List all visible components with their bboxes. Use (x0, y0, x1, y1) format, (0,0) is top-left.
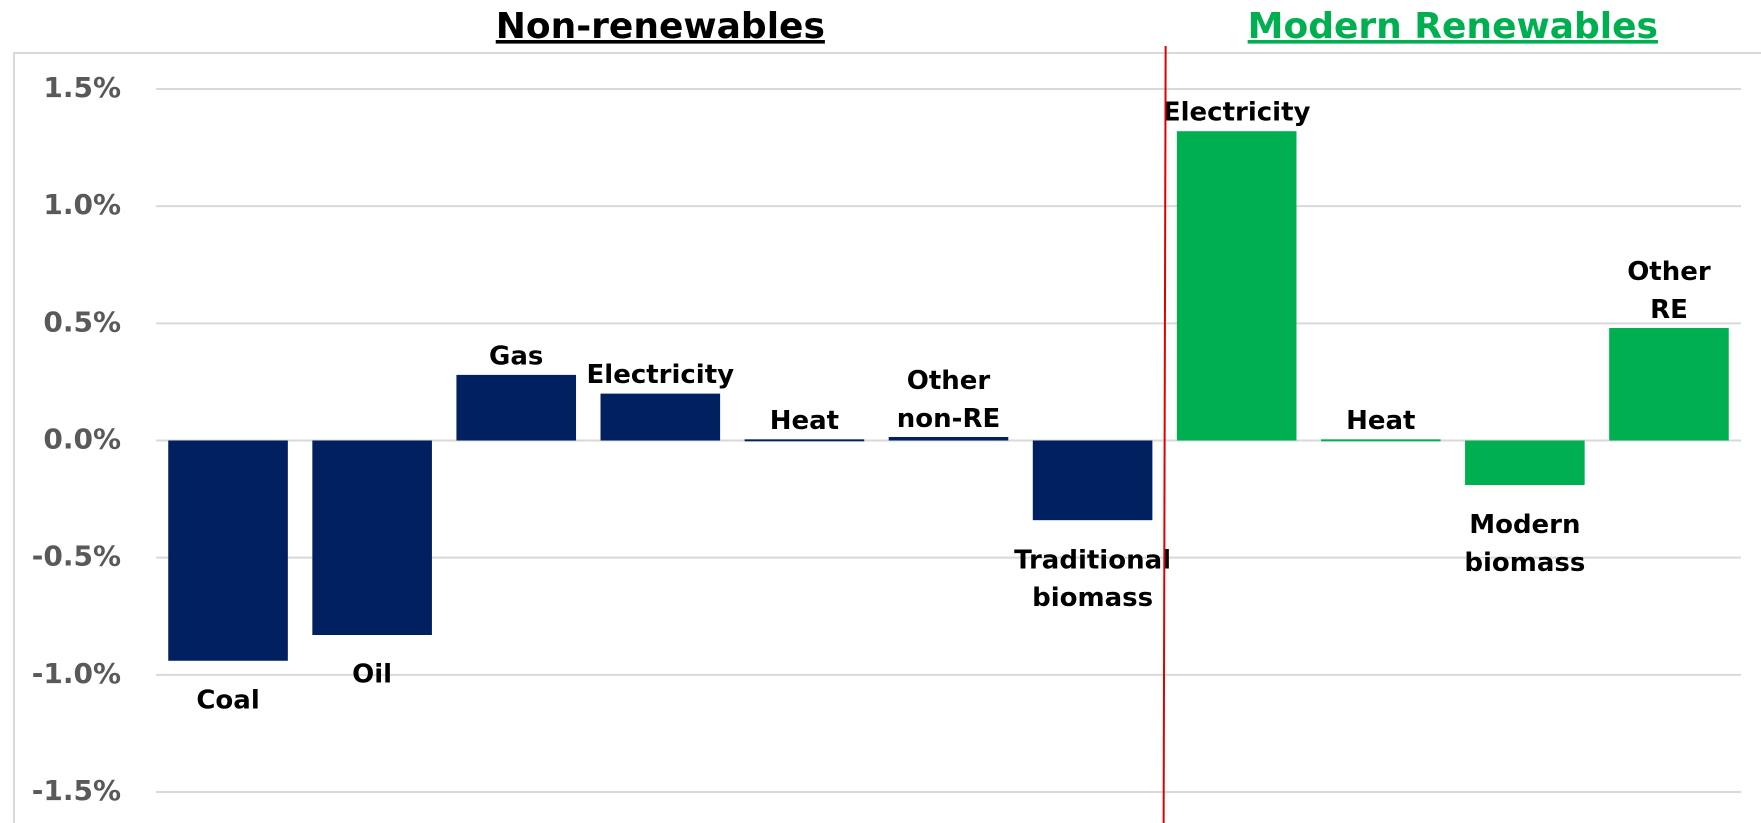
bar (744, 439, 865, 442)
category-label: Traditional biomass (1014, 545, 1171, 613)
bar (1320, 439, 1441, 442)
category-label: Coal (196, 685, 259, 715)
y-tick-label: 0.0% (43, 423, 121, 456)
y-tick-label: 1.5% (43, 71, 121, 104)
y-tick-label: -0.5% (32, 540, 121, 573)
bar (1465, 440, 1585, 486)
bar (1032, 440, 1153, 521)
category-label: Modern biomass (1464, 510, 1585, 578)
y-tick-label: -1.5% (32, 774, 121, 807)
category-label: Electricity (1163, 98, 1311, 128)
category-label: Heat (770, 406, 839, 436)
bar (600, 393, 721, 441)
y-tick-label: 0.5% (43, 305, 121, 338)
bar (1609, 328, 1729, 441)
bar (456, 374, 577, 441)
category-label: Oil (352, 659, 392, 689)
bar (168, 440, 288, 661)
section-header: Non-renewables (496, 6, 825, 47)
plot-border (13, 52, 1761, 823)
y-tick-label: 1.0% (43, 188, 121, 221)
bar (312, 440, 432, 635)
bar (888, 436, 1009, 441)
divider (1162, 45, 1167, 823)
category-label: Heat (1346, 406, 1415, 436)
category-label: Other non-RE (897, 366, 1000, 434)
category-label: Other RE (1627, 257, 1711, 325)
category-label: Electricity (587, 360, 735, 390)
category-label: Gas (489, 341, 543, 371)
y-tick-label: -1.0% (32, 657, 121, 690)
bar (1176, 131, 1297, 441)
section-header: Modern Renewables (1248, 6, 1658, 47)
